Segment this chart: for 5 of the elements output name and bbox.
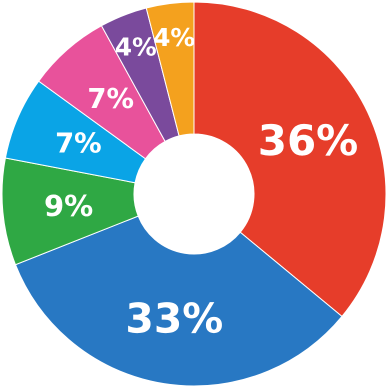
data-label: 9% [44, 188, 94, 223]
data-label: 7% [55, 128, 102, 160]
data-label: 36% [258, 116, 358, 165]
data-label: 33% [125, 294, 224, 342]
data-label: 7% [87, 84, 134, 115]
